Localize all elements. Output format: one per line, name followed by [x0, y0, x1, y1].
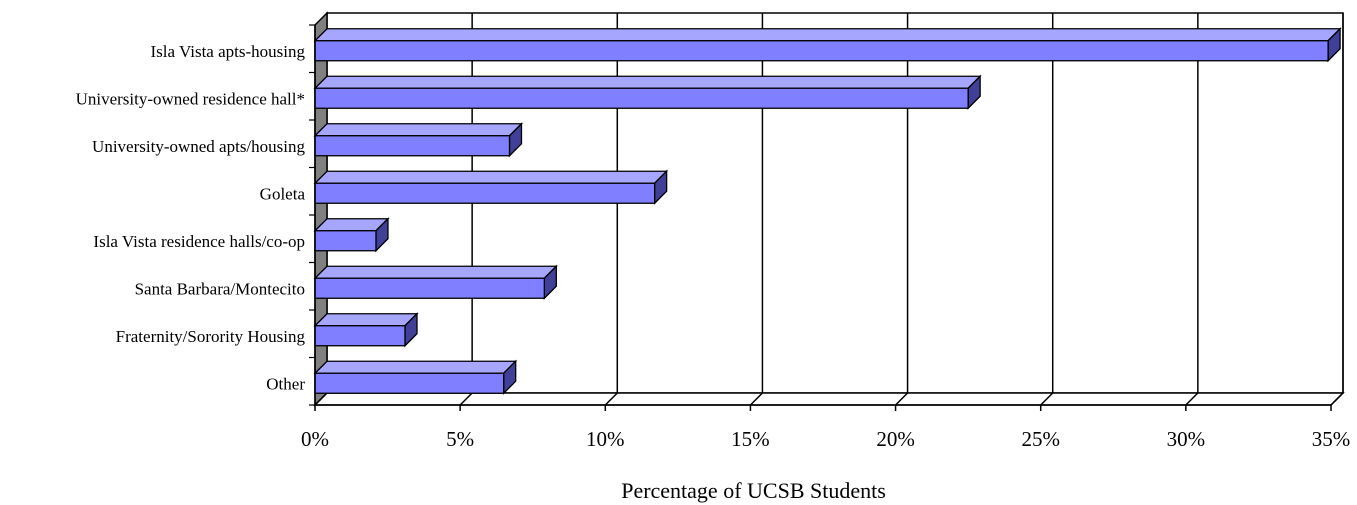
category-label: Fraternity/Sorority Housing: [116, 327, 306, 346]
category-label: Other: [266, 374, 305, 393]
bar: [314, 87, 969, 109]
category-label: University-owned residence hall*: [76, 89, 305, 108]
category-label: Isla Vista apts-housing: [151, 42, 306, 61]
bar-top: [313, 313, 419, 327]
x-tick-label: 15%: [731, 427, 770, 451]
floor: [313, 392, 1345, 406]
bar: [314, 277, 545, 299]
floor-gridline: [459, 392, 473, 406]
x-tick-label: 5%: [446, 427, 474, 451]
category-label: University-owned apts/housing: [92, 137, 305, 156]
category-label: Santa Barbara/Montecito: [135, 279, 305, 298]
category-label: Isla Vista residence halls/co-op: [93, 232, 305, 251]
bar: [314, 325, 406, 347]
x-tick-label: 25%: [1021, 427, 1060, 451]
bar-top: [313, 28, 1342, 42]
bar: [314, 182, 656, 204]
bar: [314, 135, 511, 157]
x-axis-title: Percentage of UCSB Students: [621, 478, 886, 503]
bar-top: [313, 123, 524, 137]
bar: [314, 372, 505, 394]
floor-gridline: [604, 392, 618, 406]
bar-top: [313, 75, 982, 89]
bar: [314, 40, 1329, 62]
bar-top: [313, 360, 518, 374]
x-tick-label: 0%: [301, 427, 329, 451]
floor-gridline: [1185, 392, 1199, 406]
x-tick-label: 35%: [1312, 427, 1351, 451]
floor-gridline: [895, 392, 909, 406]
x-tick-label: 20%: [876, 427, 915, 451]
category-label: Goleta: [260, 184, 306, 203]
floor-gridline: [314, 392, 328, 406]
floor-gridline: [1330, 392, 1344, 406]
bar-top: [313, 265, 558, 279]
floor-gridline: [1040, 392, 1054, 406]
floor-gridline: [749, 392, 763, 406]
x-tick-label: 30%: [1167, 427, 1206, 451]
bar-top: [313, 170, 669, 184]
x-tick-label: 10%: [586, 427, 625, 451]
bar: [314, 230, 377, 252]
